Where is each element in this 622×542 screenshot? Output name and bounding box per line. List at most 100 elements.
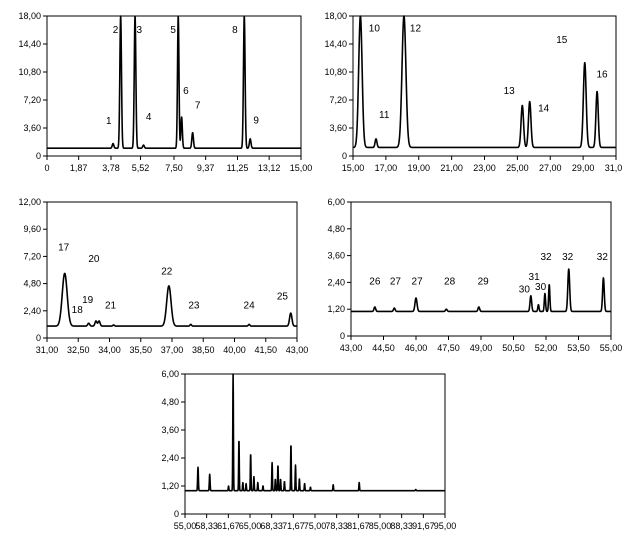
peak-label: 1	[106, 116, 112, 127]
y-tick-label: 2,40	[327, 277, 345, 287]
y-tick-label: 3,60	[329, 123, 347, 133]
x-tick-label: 88,33	[390, 521, 413, 531]
y-tick-label: 7,20	[329, 95, 347, 105]
y-tick-label: 3,60	[23, 123, 41, 133]
peak-label: 20	[88, 254, 100, 265]
x-tick-label: 71,67	[282, 521, 305, 531]
y-tick-label: 0	[342, 151, 347, 161]
x-tick-label: 25,00	[506, 163, 529, 173]
x-tick-label: 52,00	[535, 343, 558, 353]
peak-label: 9	[253, 115, 259, 126]
x-tick-label: 91,67	[412, 521, 435, 531]
chromatogram-panel-2: 0 3,60 7,20 10,80 14,40 18,00 15,00 17,00 19,00 2…	[311, 4, 622, 182]
chromatogram-trace	[46, 272, 298, 327]
y-tick-label: 6,00	[327, 197, 345, 207]
y-tick-label: 1,20	[161, 481, 179, 491]
plot-frame	[352, 15, 617, 157]
peak-label: 3	[137, 25, 143, 36]
peak-label: 30	[535, 282, 547, 293]
peak-label: 4	[146, 112, 152, 123]
y-tick-label: 14,40	[324, 39, 347, 49]
x-tick-label: 49,00	[470, 343, 493, 353]
peak-label: 32	[562, 252, 574, 263]
y-tick-label: 2,40	[23, 306, 41, 316]
chart-svg: 0 3,60 7,20 10,80 14,40 18,00 0 1,87 3,78 5,52 7,5…	[18, 11, 312, 173]
y-tick-label: 10,80	[324, 67, 347, 77]
peak-label: 2	[113, 25, 119, 36]
chart-svg: 0 1,20 2,40 3,60 4,80 6,00 43,00 44,50 46,00 47,5…	[327, 197, 622, 353]
y-tick-label: 18,00	[18, 11, 41, 21]
peak-label: 7	[195, 101, 201, 112]
x-tick-label: 19,00	[407, 163, 430, 173]
y-tick-label: 0	[36, 333, 41, 343]
peak-label: 26	[369, 277, 381, 288]
peak-label: 28	[444, 277, 456, 288]
x-tick-label: 9,37	[197, 163, 215, 173]
chromatogram-panel-4: 0 1,20 2,40 3,60 4,80 6,00 43,00 44,50 46,00 47,5…	[311, 186, 622, 361]
x-tick-label: 43,00	[286, 345, 309, 355]
peak-label: 32	[540, 252, 552, 263]
x-tick-label: 47,50	[437, 343, 460, 353]
y-tick-label: 1,20	[327, 304, 345, 314]
peak-label: 12	[410, 24, 422, 35]
x-tick-label: 38,50	[192, 345, 215, 355]
x-tick-label: 50,50	[502, 343, 525, 353]
y-tick-label: 4,80	[327, 224, 345, 234]
x-tick-label: 0	[44, 163, 49, 173]
x-tick-label: 29,00	[572, 163, 595, 173]
peak-label: 32	[597, 252, 609, 263]
peak-label: 8	[232, 25, 238, 36]
x-tick-label: 81,67	[347, 521, 370, 531]
x-tick-label: 23,00	[473, 163, 496, 173]
peak-label: 25	[277, 291, 289, 302]
y-tick-label: 4,80	[161, 397, 179, 407]
x-tick-label: 11,25	[227, 163, 249, 173]
chart-svg: 0 3,60 7,20 10,80 14,40 18,00 15,00 17,00 19,00 2…	[324, 11, 622, 173]
chromatogram-panel-5: 0 1,20 2,40 3,60 4,80 6,00 55,00 58,33 61,67 65,0…	[150, 362, 460, 540]
x-tick-label: 85,00	[369, 521, 392, 531]
peak-label: 15	[556, 35, 568, 46]
x-tick-label: 31,00	[36, 345, 59, 355]
y-tick-label: 6,00	[161, 369, 179, 379]
x-tick-label: 44,50	[372, 343, 395, 353]
y-tick-label: 9,60	[23, 224, 41, 234]
y-tick-label: 2,40	[161, 453, 179, 463]
peak-label: 16	[596, 69, 608, 80]
x-tick-label: 7,50	[165, 163, 183, 173]
peak-label: 17	[58, 243, 70, 254]
chromatogram-trace	[184, 373, 446, 492]
x-tick-label: 43,00	[340, 343, 363, 353]
peak-label: 10	[369, 24, 381, 35]
y-tick-label: 10,80	[18, 67, 41, 77]
x-tick-label: 78,33	[325, 521, 348, 531]
peak-label: 27	[412, 277, 424, 288]
y-tick-label: 0	[36, 151, 41, 161]
peak-label: 6	[183, 86, 189, 97]
plot-frame	[46, 15, 302, 157]
chromatogram-trace	[352, 15, 617, 149]
x-tick-label: 65,00	[239, 521, 262, 531]
y-tick-label: 14,40	[18, 39, 41, 49]
x-tick-label: 35,50	[129, 345, 152, 355]
x-tick-label: 17,00	[375, 163, 398, 173]
x-tick-label: 95,00	[434, 521, 457, 531]
peak-label: 19	[82, 295, 94, 306]
x-tick-label: 21,00	[440, 163, 463, 173]
x-tick-label: 61,67	[217, 521, 240, 531]
peak-label: 31	[529, 272, 541, 283]
y-tick-label: 3,60	[327, 251, 345, 261]
y-tick-label: 12,00	[18, 197, 41, 207]
x-tick-label: 75,00	[304, 521, 327, 531]
chromatogram-panel-1: 0 3,60 7,20 10,80 14,40 18,00 0 1,87 3,78 5,52 7,5…	[0, 4, 312, 182]
x-tick-label: 15,00	[342, 163, 365, 173]
peak-label: 18	[72, 305, 84, 316]
y-tick-label: 0	[340, 331, 345, 341]
chromatogram-trace	[46, 15, 302, 150]
peak-label: 11	[379, 110, 390, 121]
x-tick-label: 31,00	[605, 163, 622, 173]
peak-label: 23	[188, 301, 200, 312]
peak-label: 29	[478, 277, 490, 288]
x-tick-label: 58,33	[195, 521, 218, 531]
chromatogram-trace	[350, 268, 612, 313]
chromatogram-panel-3: 0 2,40 4,80 7,20 9,60 12,00 31,00 32,50 34,00 35,…	[0, 186, 311, 361]
